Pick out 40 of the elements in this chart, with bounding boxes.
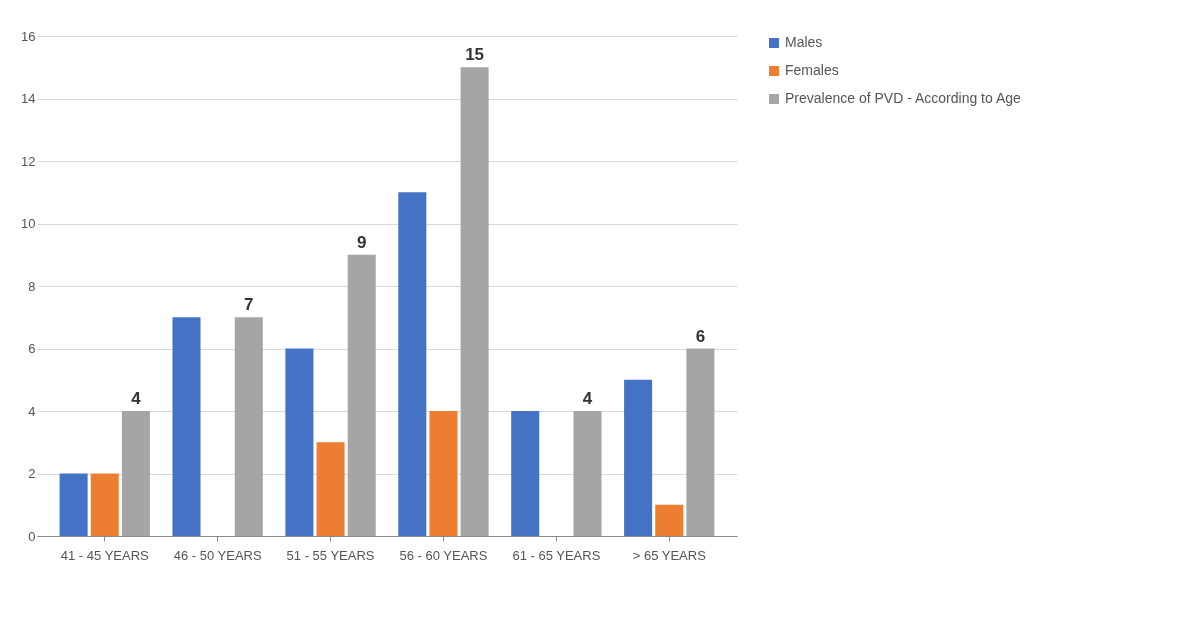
bar [90, 473, 119, 536]
data-label: 15 [465, 45, 485, 65]
x-tick-label: 41 - 45 YEARS [60, 547, 150, 563]
y-tick-label: 2 [28, 466, 36, 481]
x-tick-label: > 65 YEARS [632, 547, 707, 563]
x-tick-label: 46 - 50 YEARS [173, 547, 262, 563]
legend-label: Prevalence of PVD - According to Age [785, 90, 1022, 106]
bar [573, 411, 602, 536]
bar [121, 411, 150, 536]
bar [172, 317, 201, 536]
bar [234, 317, 263, 536]
y-tick-label: 0 [28, 528, 36, 544]
bar [316, 442, 345, 536]
y-tick-label: 8 [28, 278, 36, 294]
data-label: 6 [695, 326, 706, 346]
y-tick-label: 12 [21, 153, 36, 169]
x-tick-label: 61 - 65 YEARS [512, 547, 601, 563]
y-tick-label: 10 [21, 216, 36, 231]
bar [511, 411, 540, 536]
bar [429, 411, 458, 536]
y-tick-label: 14 [21, 91, 36, 106]
bar [398, 192, 427, 536]
data-label: 7 [244, 295, 254, 315]
y-tick-label: 4 [28, 403, 36, 419]
y-tick-label: 6 [28, 341, 36, 356]
legend-label: Males [785, 34, 823, 50]
data-label: 4 [131, 389, 142, 408]
bar [347, 254, 376, 536]
bar [624, 379, 653, 536]
x-tick-label: 56 - 60 YEARS [399, 547, 488, 563]
bar [655, 504, 684, 536]
bar [59, 473, 88, 536]
bar [285, 348, 314, 536]
data-label: 9 [356, 232, 367, 252]
x-tick-label: 51 - 55 YEARS [286, 547, 375, 563]
legend-label: Females [785, 62, 839, 78]
data-label: 4 [582, 389, 593, 408]
bar [686, 348, 715, 536]
y-tick-label: 16 [21, 28, 36, 44]
bar [460, 67, 489, 536]
